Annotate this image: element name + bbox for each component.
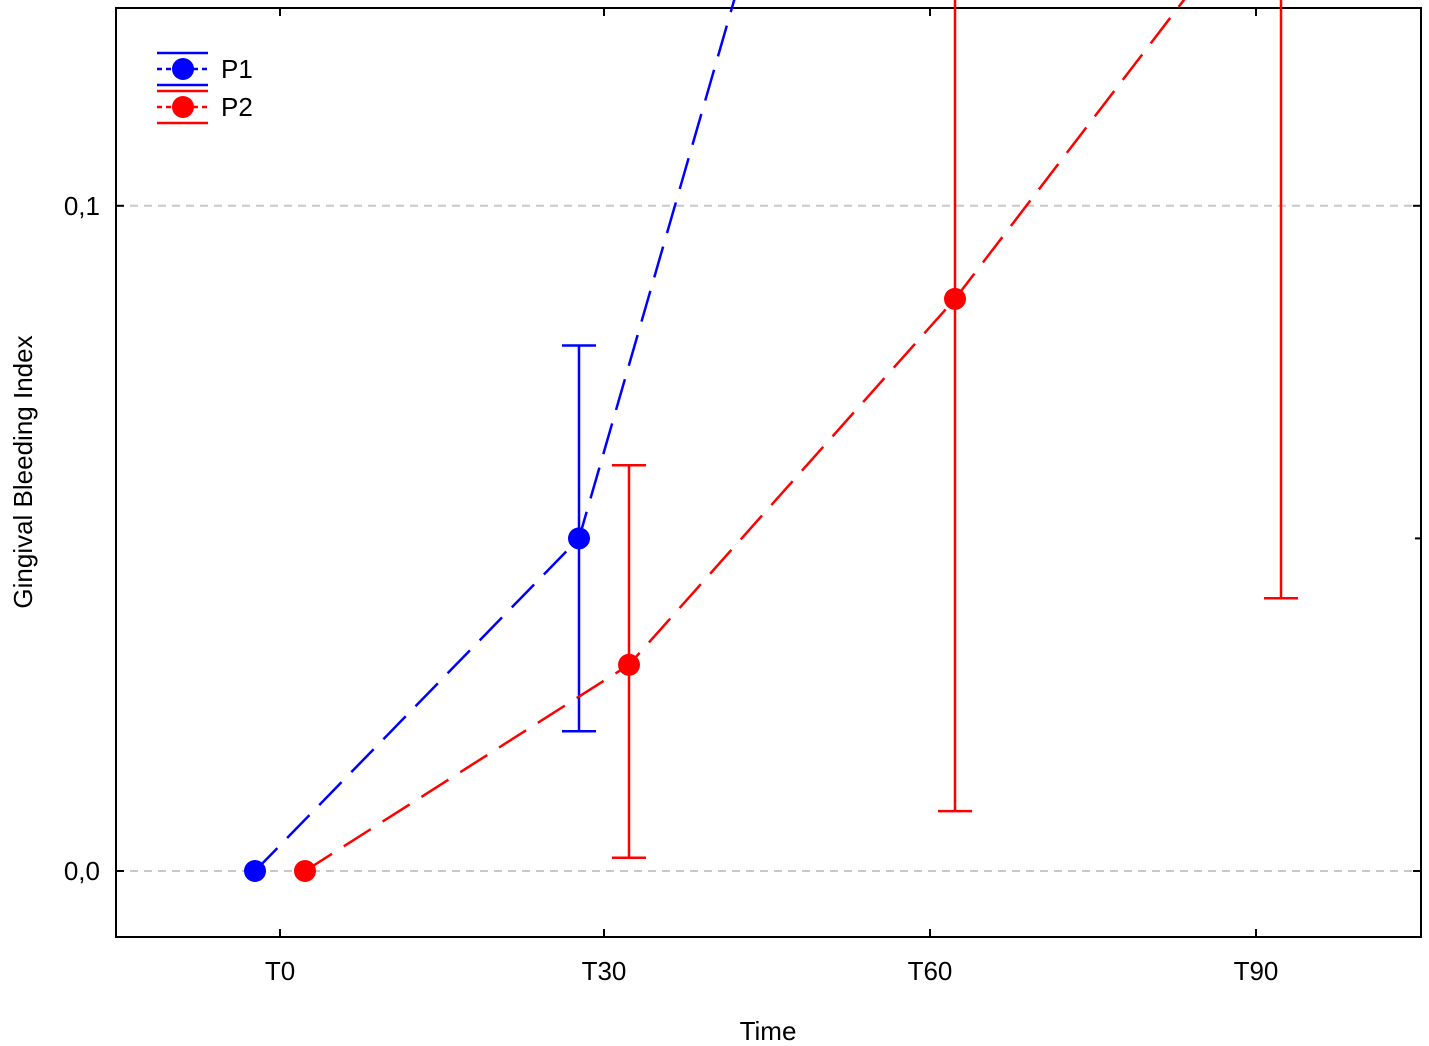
data-point (944, 287, 966, 310)
legend-marker (172, 96, 194, 118)
legend-marker (172, 58, 194, 80)
series-line (304, 0, 1186, 873)
legend-label: P1 (221, 54, 253, 84)
series-P2 (294, 0, 1298, 882)
legend-label: P2 (221, 92, 253, 122)
axes: 0,00,10,20,30,40,50,6T0T30T60T90 (64, 8, 1421, 986)
y-tick-label: 0,0 (64, 856, 100, 886)
legend-item-P1: P1 (157, 51, 253, 87)
y-tick-label: 0,1 (64, 191, 100, 221)
legend-item-P2: P2 (157, 89, 253, 125)
data-point (618, 653, 640, 676)
y-axis-title: Gingival Bleeding Index (8, 335, 38, 608)
x-tick-label: T30 (582, 956, 627, 986)
data-point (294, 860, 316, 882)
x-axis-title: Time (740, 1016, 797, 1046)
plot-frame (115, 7, 1422, 938)
x-tick-label: T60 (908, 956, 953, 986)
x-tick-label: T90 (1234, 956, 1279, 986)
x-tick-label: T0 (265, 956, 295, 986)
data-point (244, 860, 266, 882)
series-P1 (244, 0, 736, 882)
grid-lines (116, 204, 1421, 872)
series-layer (244, 0, 1298, 882)
data-point (568, 527, 590, 550)
series-line (254, 0, 736, 872)
